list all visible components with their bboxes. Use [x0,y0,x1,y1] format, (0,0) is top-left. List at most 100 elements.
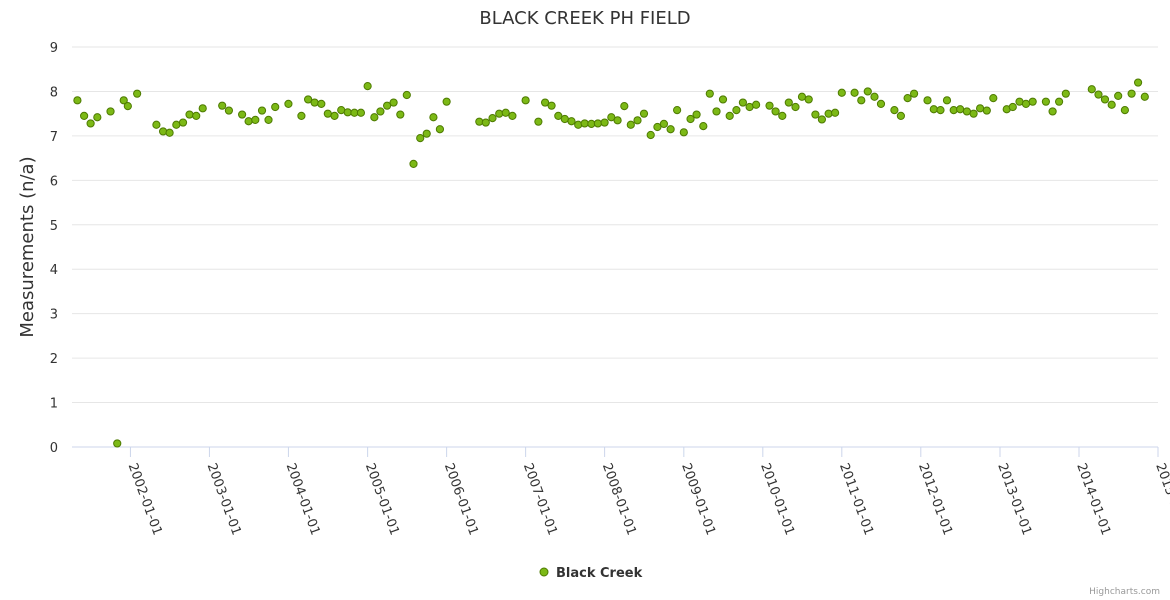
data-point[interactable] [976,104,985,113]
data-point[interactable] [271,102,280,112]
data-point[interactable] [224,106,234,115]
data-point[interactable] [429,113,438,122]
data-point[interactable] [771,107,780,116]
data-point[interactable] [370,113,379,122]
data-point[interactable] [784,98,793,107]
data-point[interactable] [817,115,826,124]
data-point[interactable] [106,107,115,116]
data-point[interactable] [73,96,82,105]
data-point[interactable] [343,108,352,117]
data-point[interactable] [686,114,695,124]
data-point[interactable] [876,99,886,108]
data-point[interactable] [198,104,207,113]
data-point[interactable] [620,102,629,111]
data-point[interactable] [534,117,543,126]
data-point[interactable] [547,101,556,110]
data-point[interactable] [639,109,649,118]
data-point[interactable] [1127,89,1136,98]
legend-label[interactable]: Black Creek [556,566,643,581]
data-point[interactable] [1140,92,1149,101]
data-point[interactable] [712,107,721,116]
data-point[interactable] [317,99,326,108]
data-point[interactable] [666,125,675,134]
data-point[interactable] [732,106,741,115]
data-point[interactable] [435,125,445,134]
data-point[interactable] [653,122,662,132]
data-point[interactable] [244,117,253,126]
data-point[interactable] [323,109,332,118]
data-point[interactable] [679,128,688,137]
data-point[interactable] [962,107,972,116]
data-point[interactable] [831,108,840,117]
data-point[interactable] [192,111,201,120]
data-point[interactable] [646,130,655,140]
data-point[interactable] [797,92,807,101]
data-point[interactable] [330,111,339,120]
data-point[interactable] [416,134,425,143]
data-point[interactable] [909,89,919,98]
data-point[interactable] [929,105,938,114]
data-point[interactable] [936,106,945,115]
data-point[interactable] [1054,97,1064,106]
data-point[interactable] [870,92,879,101]
data-point[interactable] [1008,102,1017,112]
data-point[interactable] [1021,99,1031,108]
data-point[interactable] [376,107,385,116]
data-point[interactable] [264,115,273,124]
data-point[interactable] [1133,78,1143,87]
data-point[interactable] [673,106,682,115]
data-point[interactable] [238,110,247,119]
data-point[interactable] [1094,90,1103,99]
data-point[interactable] [791,102,800,112]
data-point[interactable] [93,113,102,122]
data-point[interactable] [956,105,965,114]
data-point[interactable] [508,111,517,120]
data-point[interactable] [178,118,188,127]
data-point[interactable] [1048,107,1057,116]
data-point[interactable] [969,109,978,118]
data-point[interactable] [389,98,398,107]
data-point[interactable] [356,108,366,117]
data-point[interactable] [692,110,701,119]
data-point[interactable] [1061,89,1070,98]
data-point[interactable] [850,88,859,97]
legend[interactable]: Black Creek [539,566,643,581]
credits-link[interactable]: Highcharts.com [1089,587,1160,597]
data-point[interactable] [172,120,181,129]
data-point[interactable] [80,111,89,120]
data-point[interactable] [903,94,912,103]
data-point[interactable] [752,100,761,109]
data-point[interactable] [310,98,319,107]
data-point[interactable] [942,96,952,105]
data-point[interactable] [574,120,583,129]
data-point[interactable] [159,127,168,136]
data-point[interactable] [857,96,866,105]
data-point[interactable] [119,96,128,105]
data-point[interactable] [738,98,748,107]
data-point[interactable] [488,114,497,123]
data-point[interactable] [1100,95,1110,104]
data-point[interactable] [725,111,734,120]
data-point[interactable] [123,102,132,111]
data-point[interactable] [363,82,372,91]
data-point[interactable] [804,95,813,104]
data-point[interactable] [133,89,142,98]
data-point[interactable] [481,118,490,127]
data-point[interactable] [501,108,510,117]
data-point[interactable] [765,101,774,110]
data-point[interactable] [778,111,787,120]
data-point[interactable] [409,159,418,168]
data-point[interactable] [297,111,306,120]
legend-marker[interactable] [539,567,549,577]
data-point[interactable] [811,110,820,119]
data-point[interactable] [863,87,872,96]
data-point[interactable] [257,106,267,115]
data-point[interactable] [600,118,609,127]
data-point[interactable] [521,96,530,105]
data-point[interactable] [554,111,563,120]
data-point[interactable] [613,116,622,125]
data-point[interactable] [1028,97,1037,106]
data-point[interactable] [659,119,669,128]
data-point[interactable] [113,439,122,448]
data-point[interactable] [699,122,708,131]
